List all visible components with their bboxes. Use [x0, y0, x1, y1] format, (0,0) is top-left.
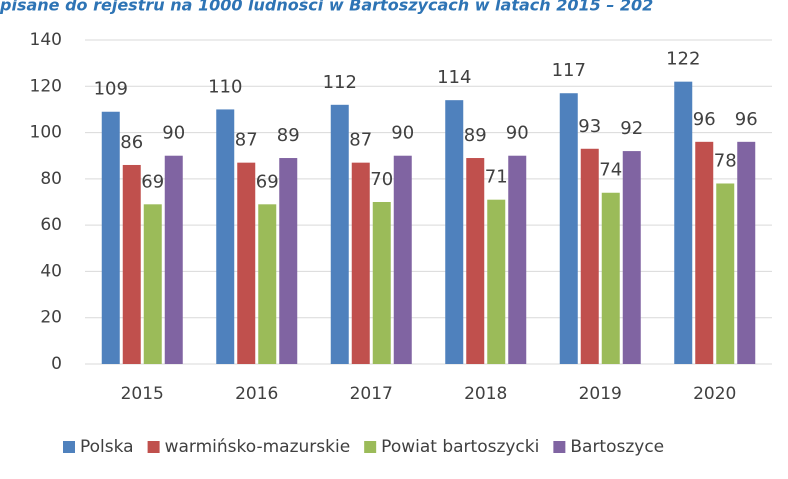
data-label: 71: [485, 167, 508, 188]
x-tick-label: 2015: [121, 384, 164, 404]
data-label: 114: [437, 67, 471, 88]
bar: [601, 192, 620, 364]
data-label: 70: [370, 169, 393, 190]
x-tick-label: 2018: [464, 384, 507, 404]
data-label: 90: [162, 123, 185, 144]
y-tick-label: 120: [30, 76, 62, 96]
bar: [372, 202, 391, 364]
legend-label: warmińsko-mazurskie: [165, 437, 351, 457]
legend-swatch: [63, 441, 75, 453]
y-tick-label: 80: [40, 169, 62, 189]
legend-swatch: [553, 441, 566, 453]
data-label: 110: [208, 76, 242, 97]
y-tick-label: 100: [30, 123, 62, 143]
data-label: 93: [578, 116, 601, 137]
legend-swatch: [147, 441, 160, 453]
legend-label: Powiat bartoszycki: [381, 437, 539, 457]
bar: [695, 141, 714, 364]
y-tick-label: 140: [30, 30, 62, 50]
x-tick-label: 2019: [579, 384, 622, 404]
data-label: 69: [256, 171, 279, 192]
bar: [122, 164, 141, 364]
bar: [716, 183, 735, 364]
y-tick-label: 40: [40, 261, 62, 281]
bar: [559, 93, 578, 364]
data-label: 74: [599, 160, 622, 181]
bar: [330, 104, 349, 365]
bar: [508, 155, 527, 364]
data-label: 96: [693, 109, 716, 130]
bar: [737, 141, 756, 364]
data-label: 89: [464, 125, 487, 146]
bar: [445, 100, 464, 365]
chart-title: pisane do rejestru na 1000 ludności w Ba…: [0, 0, 653, 15]
bar: [143, 204, 162, 364]
y-tick-label: 60: [40, 215, 62, 235]
data-label: 92: [620, 118, 643, 139]
data-label: 89: [277, 125, 300, 146]
bar: [279, 158, 298, 364]
data-label: 90: [506, 123, 529, 144]
bar: [466, 158, 485, 364]
legend-label: Polska: [80, 437, 134, 457]
bar: [237, 162, 256, 364]
data-label: 87: [349, 130, 372, 151]
x-tick-label: 2020: [693, 384, 736, 404]
x-tick-label: 2016: [235, 384, 278, 404]
y-tick-label: 20: [40, 308, 62, 328]
legend-label: Bartoszyce: [570, 437, 664, 457]
bar: [674, 81, 693, 365]
bar: [101, 111, 120, 364]
bar: [580, 148, 599, 364]
data-label: 112: [323, 72, 357, 93]
bar: [622, 151, 641, 364]
data-label: 78: [714, 150, 737, 171]
x-tick-label: 2017: [350, 384, 393, 404]
legend-swatch: [364, 441, 377, 453]
data-label: 69: [141, 171, 164, 192]
bar: [393, 155, 412, 364]
y-tick-label: 0: [51, 354, 62, 374]
data-label: 109: [94, 79, 128, 100]
data-label: 122: [666, 49, 700, 70]
data-label: 90: [391, 123, 414, 144]
bar: [487, 199, 506, 364]
bar: [164, 155, 183, 364]
data-label: 96: [735, 109, 758, 130]
bar: [351, 162, 370, 364]
data-label: 117: [552, 60, 586, 81]
data-label: 87: [235, 130, 258, 151]
data-label: 86: [120, 132, 143, 153]
bar: [216, 109, 235, 364]
bar: [258, 204, 277, 364]
